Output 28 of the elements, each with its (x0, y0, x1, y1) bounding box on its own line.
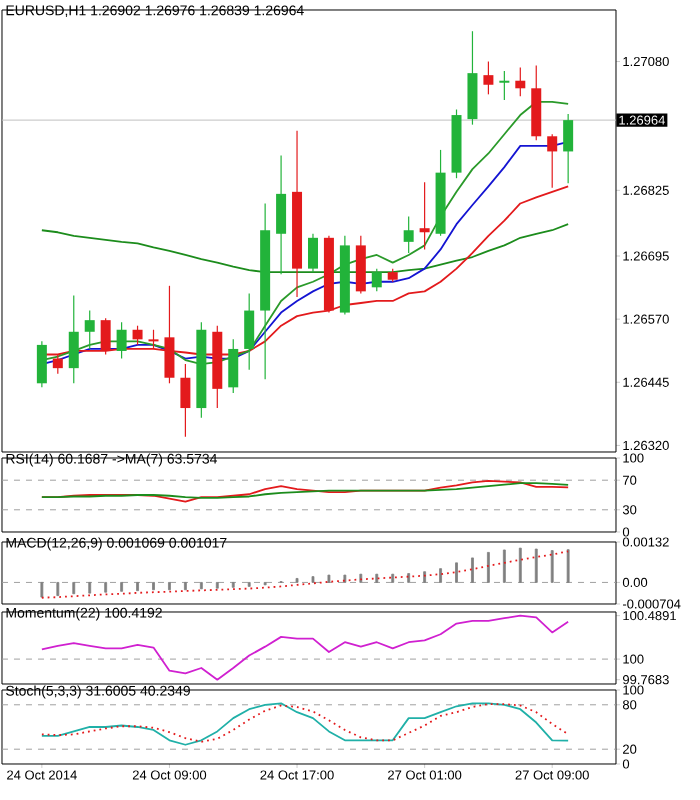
candlestick (371, 268, 382, 292)
candlestick (244, 292, 255, 371)
candlestick (84, 309, 95, 350)
candlestick (68, 294, 79, 384)
candlestick (323, 235, 334, 314)
candlestick (148, 329, 159, 350)
candlestick (563, 113, 574, 184)
candlestick (307, 233, 318, 273)
candlestick (451, 108, 462, 179)
candlestick (403, 216, 414, 254)
candlestick (116, 321, 127, 360)
candlestick (180, 363, 191, 438)
candlestick (515, 66, 526, 97)
candlestick (36, 340, 47, 388)
candlestick (292, 130, 303, 298)
candlestick (196, 321, 207, 419)
candlestick (276, 154, 287, 275)
candlestick (531, 64, 542, 141)
candlestick (419, 181, 430, 251)
candlestick (499, 70, 510, 101)
candlestick (132, 325, 143, 346)
candlestick (228, 338, 239, 394)
candlestick (435, 149, 446, 237)
candlestick (260, 202, 271, 380)
candlestick (339, 235, 350, 316)
candlestick (467, 30, 478, 126)
candlestick (483, 60, 494, 95)
candlestick (355, 235, 366, 294)
